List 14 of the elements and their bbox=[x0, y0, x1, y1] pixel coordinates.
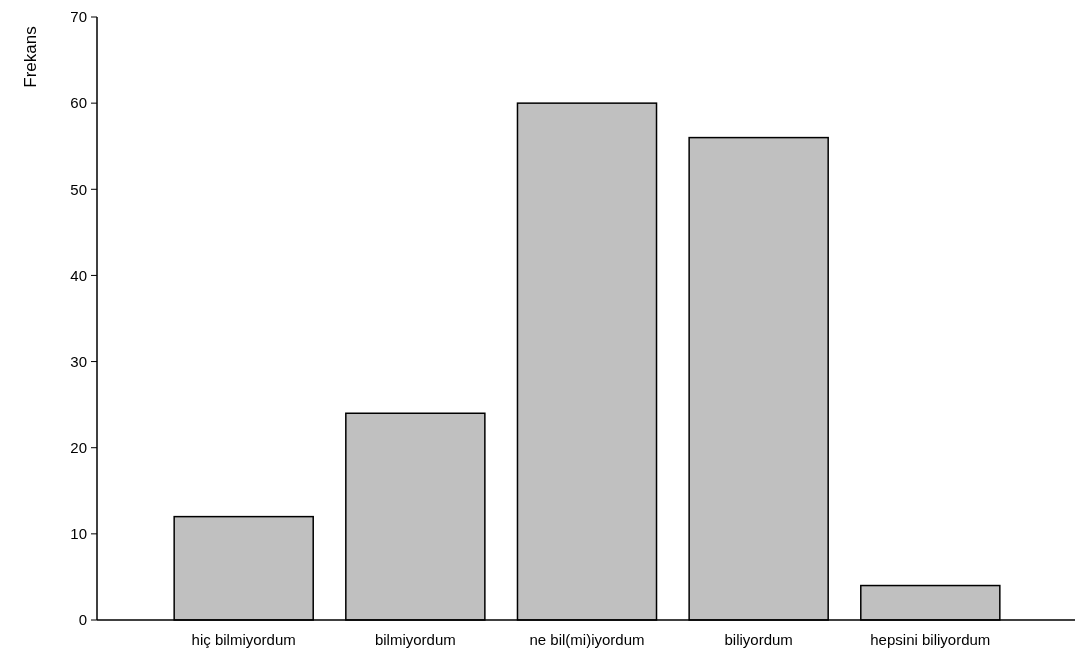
y-tick-label: 0 bbox=[78, 611, 87, 629]
y-tick-label: 20 bbox=[70, 438, 87, 456]
x-tick-label: biliyordum bbox=[724, 631, 793, 648]
y-tick-label: 10 bbox=[70, 525, 87, 543]
y-tick-label: 70 bbox=[70, 8, 87, 26]
x-tick-label: bilmiyordum bbox=[374, 631, 456, 648]
x-tick-label: hiç bilmiyordum bbox=[191, 631, 296, 648]
x-tick-label: hepsini biliyordum bbox=[870, 631, 991, 648]
y-axis-title: Frekans bbox=[21, 26, 40, 88]
x-tick-label: ne bil(mi)iyordum bbox=[529, 631, 645, 648]
y-tick-label: 60 bbox=[70, 94, 87, 112]
y-tick-label: 50 bbox=[70, 180, 87, 198]
y-tick-label: 40 bbox=[70, 266, 87, 284]
y-tick-label: 30 bbox=[70, 352, 87, 370]
